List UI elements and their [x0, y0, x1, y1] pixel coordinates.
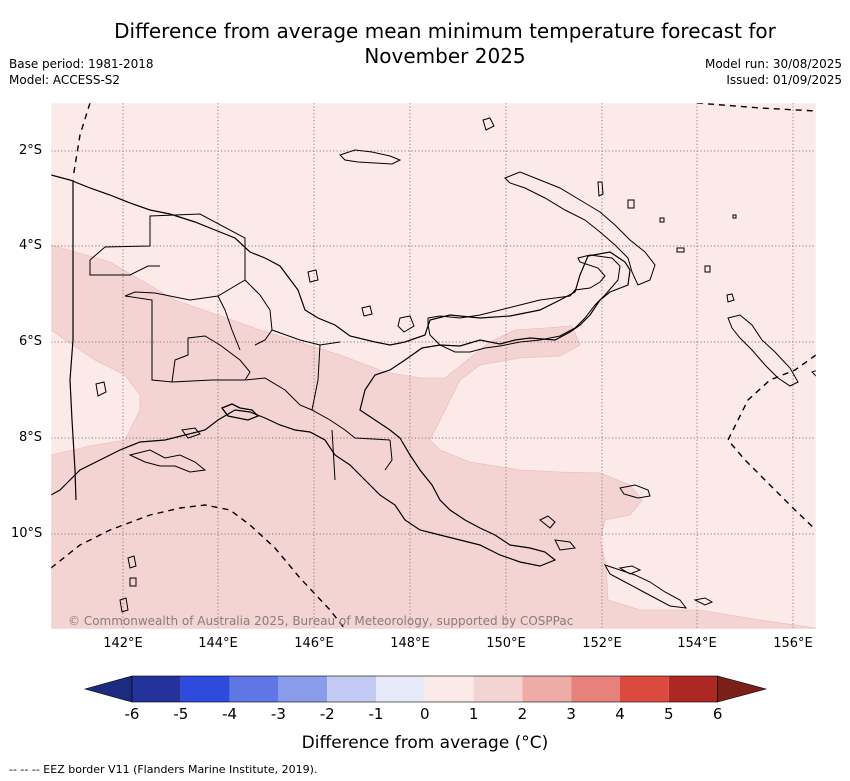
colorbar-tick-label: -1 — [368, 705, 384, 723]
colorbar-segment — [278, 676, 328, 702]
colorbar-label: Difference from average (°C) — [301, 733, 549, 753]
small-islands — [95, 117, 816, 439]
colorbar-tick-label: 2 — [517, 705, 528, 723]
fly-river-delta — [128, 449, 207, 473]
eez-footnote: -- -- -- EEZ border V11 (Flanders Marine… — [9, 763, 318, 776]
lon-label-148e: 148°E — [390, 636, 430, 651]
colorbar-tick-label: 0 — [420, 705, 430, 723]
lake-murray — [220, 403, 260, 421]
torres-strait-islands — [119, 555, 137, 613]
eez-borders — [51, 103, 816, 629]
international-border — [69, 180, 77, 501]
copyright-credit: © Commonwealth of Australia 2025, Bureau… — [68, 614, 574, 628]
lon-label-144e: 144°E — [198, 636, 238, 651]
colorbar-tick-label: -3 — [270, 705, 286, 723]
manus-island — [339, 149, 402, 165]
colorbar-segment — [229, 676, 279, 702]
lat-label-10s: 10°S — [11, 526, 43, 541]
colorbar-segment — [620, 676, 669, 702]
colorbar-tick-label: 4 — [615, 705, 625, 723]
base-period: Base period: 1981-2018 — [9, 57, 154, 71]
model-name: Model: ACCESS-S2 — [9, 73, 121, 87]
colorbar-frame — [131, 675, 718, 703]
lon-label-146e: 146°E — [294, 636, 334, 651]
colorbar-segment — [327, 676, 376, 702]
meta-right: Model run: 30/08/2025 Issued: 01/09/2025 — [705, 56, 842, 88]
colorbar — [83, 675, 768, 703]
model-run: Model run: 30/08/2025 — [704, 57, 842, 71]
colorbar-segment — [668, 676, 718, 702]
colorbar-under-arrow — [83, 675, 133, 703]
lon-label-154e: 154°E — [677, 636, 717, 651]
lon-label-150e: 150°E — [486, 636, 526, 651]
bougainville-island — [727, 314, 799, 387]
colorbar-tick-label: 1 — [468, 705, 479, 723]
anomaly-zone-warmer — [51, 244, 816, 629]
colorbar-segment — [424, 676, 474, 702]
lon-label-156e: 156°E — [773, 636, 813, 651]
colorbar-segment — [180, 676, 230, 702]
lat-label-8s: 8°S — [19, 430, 43, 445]
lat-label-2s: 2°S — [19, 143, 43, 158]
issued-date: Issued: 01/09/2025 — [726, 73, 842, 87]
colorbar-segment — [571, 676, 620, 702]
colorbar-segment — [132, 676, 181, 702]
chart-title: Difference from average mean minimum tem… — [114, 19, 776, 68]
lon-label-142e: 142°E — [103, 636, 143, 651]
colorbar-tick-label: -5 — [173, 705, 189, 723]
colorbar-segment — [376, 676, 425, 702]
meta-left: Base period: 1981-2018 Model: ACCESS-S2 — [9, 56, 154, 88]
new-ireland-island — [504, 171, 656, 286]
colorbar-segment — [522, 676, 572, 702]
colorbar-tick-label: 6 — [712, 705, 723, 723]
new-guinea-coastline — [51, 174, 631, 567]
southeast-islands — [539, 484, 714, 609]
lat-label-6s: 6°S — [19, 334, 43, 349]
gridlines — [51, 103, 816, 629]
colorbar-tick-label: 3 — [566, 705, 576, 723]
lon-label-152e: 152°E — [582, 636, 622, 651]
lat-label-4s: 4°S — [19, 238, 43, 253]
colorbar-tick-label: -2 — [319, 705, 335, 723]
colorbar-tick-label: -4 — [222, 705, 238, 723]
colorbar-over-arrow — [717, 675, 768, 703]
colorbar-tick-label: 5 — [664, 705, 674, 723]
province-borders — [89, 213, 393, 481]
colorbar-tick-label: -6 — [124, 705, 140, 723]
colorbar-segment — [473, 676, 523, 702]
new-britain-island — [427, 254, 621, 353]
